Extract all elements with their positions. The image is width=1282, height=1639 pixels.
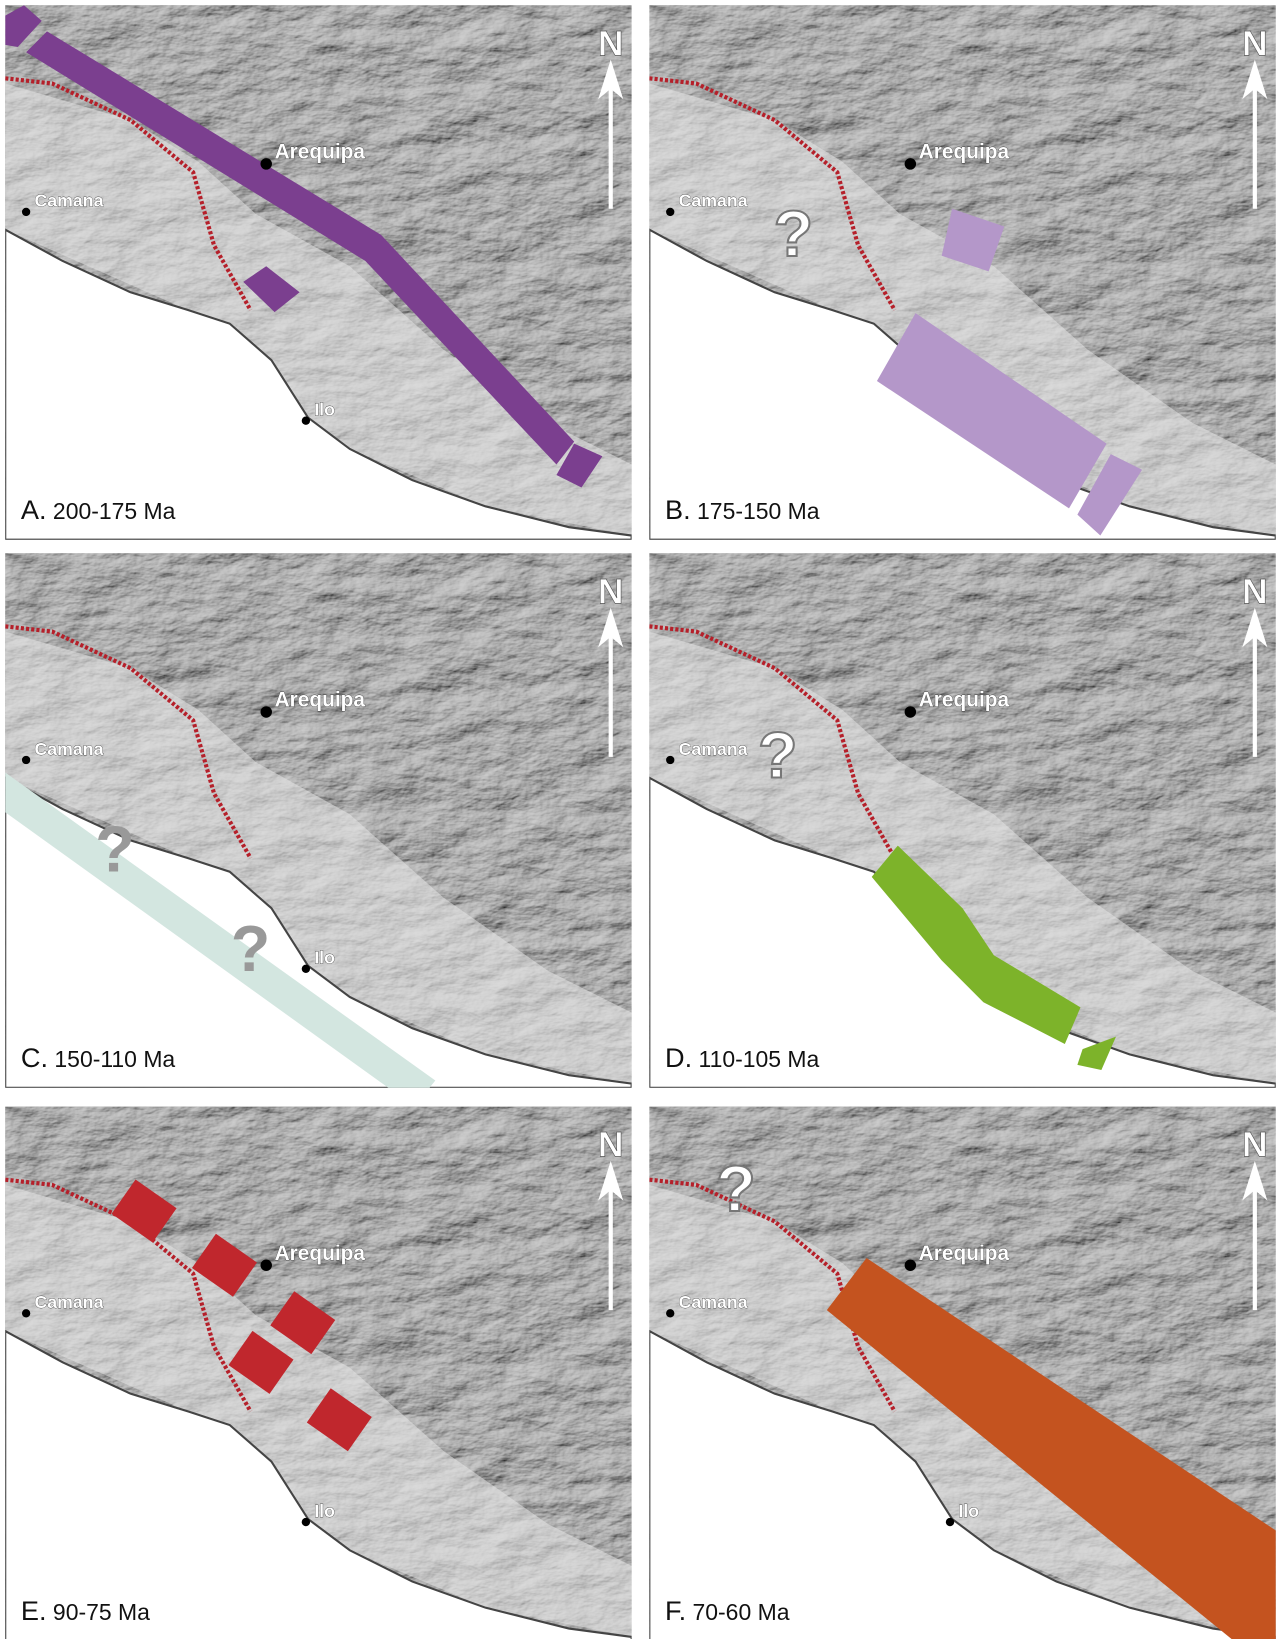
- question-mark: ?: [231, 912, 271, 985]
- panel-content: Arequipa Camana Ilo N: [5, 5, 631, 540]
- city-dot: [22, 1309, 30, 1317]
- city-label: Arequipa: [275, 689, 366, 712]
- city-label: Arequipa: [919, 1242, 1010, 1265]
- city-dot: [905, 706, 916, 717]
- panel-letter: F.: [665, 1595, 686, 1626]
- question-mark: ?: [758, 719, 798, 792]
- figure: Arequipa Camana Ilo N A. 200-175 Ma Arequipa C…: [0, 0, 1282, 1639]
- panel-letter: D.: [665, 1042, 692, 1073]
- city-dot: [666, 756, 674, 764]
- panel-age: 150-110 Ma: [54, 1046, 175, 1072]
- city-label: Ilo: [314, 1501, 335, 1521]
- north-label: N: [1242, 571, 1268, 611]
- map-panel: Arequipa Camana? N D. 110-105 Ma: [649, 553, 1275, 1088]
- city-label: Arequipa: [275, 141, 366, 164]
- panel-label: C. 150-110 Ma: [21, 1042, 176, 1073]
- city-dot: [260, 158, 271, 169]
- city-dot: [302, 417, 310, 425]
- panel-label: F. 70-60 Ma: [665, 1595, 790, 1626]
- map-panel: Arequipa Camana Ilo?? N C. 150-110 Ma: [5, 553, 631, 1106]
- city-dot: [905, 158, 916, 169]
- city-dot: [260, 1260, 271, 1271]
- map-panel: Arequipa Camana Ilo? N F. 70-60 Ma: [649, 1107, 1282, 1639]
- question-mark: ?: [716, 1152, 756, 1225]
- panel-content: Arequipa Camana Ilo?? N: [5, 553, 631, 1106]
- panel-content: Arequipa Camana? N: [649, 5, 1275, 540]
- city-label: Camana: [34, 191, 103, 211]
- city-dot: [905, 1260, 916, 1271]
- city-label: Ilo: [958, 1501, 979, 1521]
- city-dot: [22, 208, 30, 216]
- panel-age: 200-175 Ma: [53, 498, 176, 524]
- north-label: N: [1242, 1125, 1268, 1165]
- page: {"panels": [ {"letter": "A.", "age": "20…: [0, 0, 1282, 1639]
- city-label: Camana: [679, 1292, 748, 1312]
- city-dot: [666, 1309, 674, 1317]
- city-label: Camana: [34, 739, 103, 759]
- city-label: Ilo: [314, 948, 335, 968]
- city-dot: [260, 706, 271, 717]
- panel-content: Arequipa Camana Ilo? N: [649, 1107, 1282, 1639]
- map-panel: Arequipa Camana? N B. 175-150 Ma: [649, 5, 1275, 540]
- city-label: Camana: [679, 191, 748, 211]
- question-mark: ?: [95, 813, 135, 886]
- north-label: N: [598, 571, 624, 611]
- city-label: Ilo: [314, 399, 335, 419]
- panel-label: E. 90-75 Ma: [21, 1595, 150, 1626]
- panel-age: 70-60 Ma: [693, 1599, 790, 1625]
- north-label: N: [598, 1125, 624, 1165]
- city-label: Camana: [679, 739, 748, 759]
- city-label: Arequipa: [275, 1242, 366, 1265]
- map-panel: Arequipa Camana Ilo N E. 90-75 Ma: [5, 1107, 631, 1639]
- panel-letter: E.: [21, 1595, 47, 1626]
- north-label: N: [598, 23, 624, 63]
- panel-label: D. 110-105 Ma: [665, 1042, 820, 1073]
- city-dot: [946, 1518, 954, 1526]
- map-panel: Arequipa Camana Ilo N A. 200-175 Ma: [5, 5, 631, 540]
- city-label: Camana: [34, 1292, 103, 1312]
- panel-letter: B.: [665, 494, 691, 525]
- panel-label: A. 200-175 Ma: [21, 494, 176, 525]
- panel-content: Arequipa Camana? N: [649, 553, 1275, 1088]
- panel-label: B. 175-150 Ma: [665, 494, 820, 525]
- city-dot: [666, 208, 674, 216]
- north-label: N: [1242, 23, 1268, 63]
- panel-letter: A.: [21, 494, 47, 525]
- panel-age: 90-75 Ma: [53, 1599, 150, 1625]
- city-dot: [302, 1518, 310, 1526]
- panel-age: 175-150 Ma: [697, 498, 820, 524]
- city-label: Arequipa: [919, 141, 1010, 164]
- panel-age: 110-105 Ma: [699, 1046, 820, 1072]
- city-dot: [302, 965, 310, 973]
- panel-content: Arequipa Camana Ilo N: [5, 1107, 631, 1639]
- question-mark: ?: [774, 197, 814, 270]
- city-dot: [22, 756, 30, 764]
- panel-letter: C.: [21, 1042, 48, 1073]
- city-label: Arequipa: [919, 689, 1010, 712]
